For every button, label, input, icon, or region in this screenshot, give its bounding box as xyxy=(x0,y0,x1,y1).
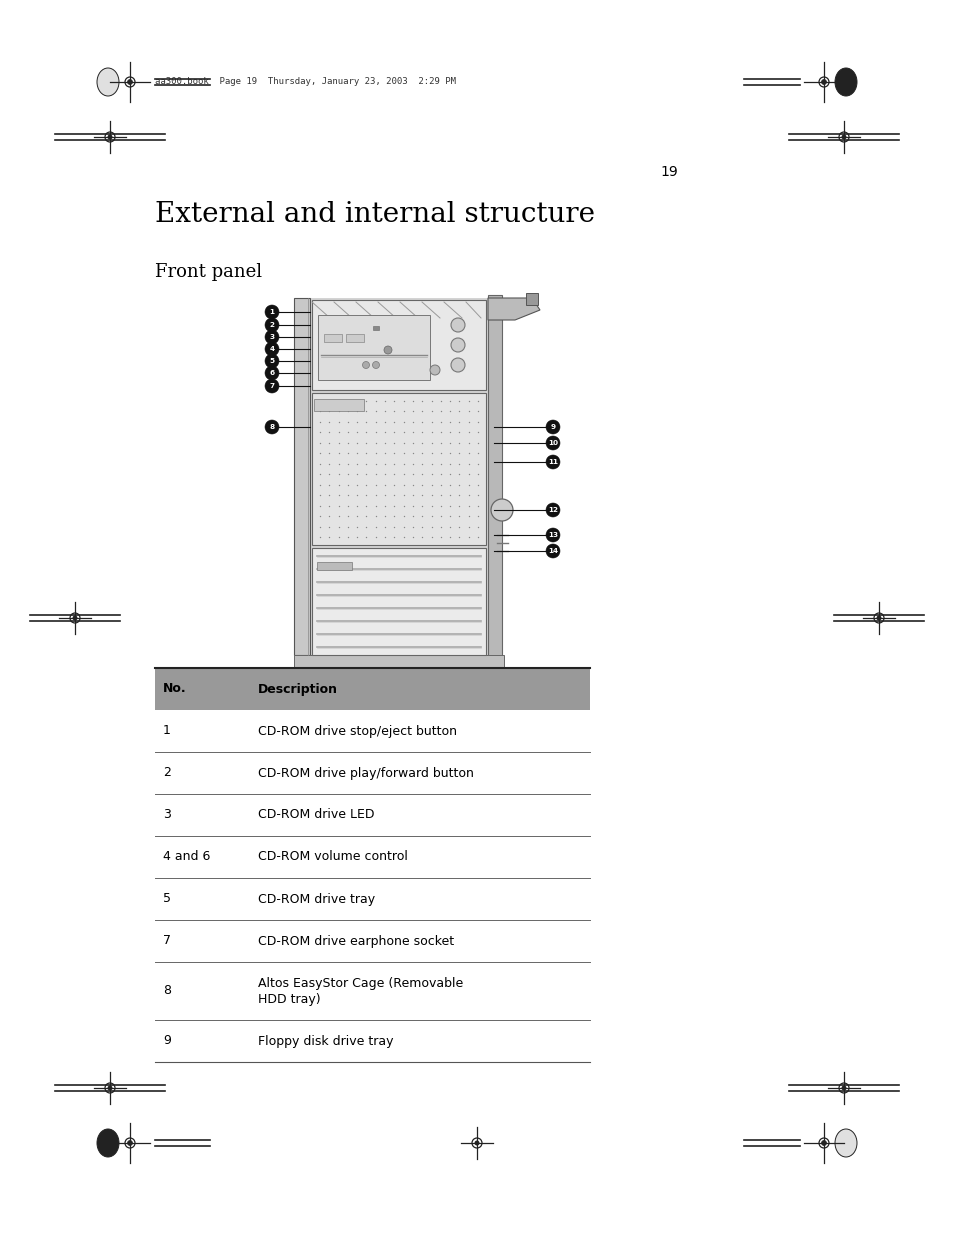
Bar xyxy=(312,300,485,390)
Text: 19: 19 xyxy=(659,165,677,179)
Circle shape xyxy=(128,79,132,84)
Text: 1: 1 xyxy=(269,309,274,315)
Text: 7: 7 xyxy=(269,383,274,389)
Ellipse shape xyxy=(97,68,119,96)
Text: Floppy disk drive tray: Floppy disk drive tray xyxy=(257,1035,393,1047)
Circle shape xyxy=(265,330,278,345)
Ellipse shape xyxy=(834,1129,856,1157)
Circle shape xyxy=(265,342,278,356)
Text: 10: 10 xyxy=(547,440,558,446)
Circle shape xyxy=(451,358,464,372)
Bar xyxy=(308,298,490,655)
Circle shape xyxy=(128,1140,132,1146)
Text: Front panel: Front panel xyxy=(154,263,262,282)
Bar xyxy=(525,293,537,305)
Bar xyxy=(314,399,364,411)
Circle shape xyxy=(265,305,278,319)
Text: External and internal structure: External and internal structure xyxy=(154,201,595,228)
Text: 9: 9 xyxy=(163,1035,171,1047)
Circle shape xyxy=(451,317,464,332)
Text: CD-ROM drive LED: CD-ROM drive LED xyxy=(257,809,375,821)
Bar xyxy=(317,315,430,380)
Text: 3: 3 xyxy=(269,333,274,340)
Text: 4: 4 xyxy=(269,346,274,352)
Text: Description: Description xyxy=(257,683,337,695)
Text: aa300.book  Page 19  Thursday, January 23, 2003  2:29 PM: aa300.book Page 19 Thursday, January 23,… xyxy=(154,78,456,86)
Circle shape xyxy=(362,362,369,368)
Text: 4 and 6: 4 and 6 xyxy=(163,851,211,863)
Circle shape xyxy=(545,529,559,542)
Text: 5: 5 xyxy=(269,358,274,364)
Bar xyxy=(346,333,364,342)
Circle shape xyxy=(384,346,392,354)
Circle shape xyxy=(876,615,881,620)
Circle shape xyxy=(545,543,559,558)
Circle shape xyxy=(474,1140,479,1146)
Text: 2: 2 xyxy=(163,767,171,779)
Circle shape xyxy=(545,454,559,469)
Circle shape xyxy=(841,135,845,140)
Text: 14: 14 xyxy=(547,548,558,555)
Circle shape xyxy=(108,1086,112,1091)
Text: 5: 5 xyxy=(163,893,171,905)
Circle shape xyxy=(545,503,559,517)
Bar xyxy=(373,326,378,330)
Text: CD-ROM drive tray: CD-ROM drive tray xyxy=(257,893,375,905)
Bar xyxy=(294,655,503,668)
Bar xyxy=(294,298,310,655)
Text: 3: 3 xyxy=(163,809,171,821)
Text: HDD tray): HDD tray) xyxy=(257,993,320,1005)
Text: 12: 12 xyxy=(547,508,558,513)
Text: 13: 13 xyxy=(547,532,558,538)
Circle shape xyxy=(265,420,278,433)
Circle shape xyxy=(265,317,278,332)
Text: 2: 2 xyxy=(269,322,274,329)
Circle shape xyxy=(841,1086,845,1091)
Circle shape xyxy=(821,79,825,84)
Text: 9: 9 xyxy=(550,424,555,430)
Text: 11: 11 xyxy=(547,459,558,466)
Circle shape xyxy=(545,420,559,433)
Circle shape xyxy=(72,615,77,620)
Circle shape xyxy=(265,354,278,368)
Bar xyxy=(324,333,341,342)
Bar xyxy=(316,562,352,571)
Text: 7: 7 xyxy=(163,935,171,947)
Ellipse shape xyxy=(97,1129,119,1157)
Text: 8: 8 xyxy=(163,984,171,998)
Circle shape xyxy=(265,366,278,380)
Circle shape xyxy=(430,366,439,375)
Text: 6: 6 xyxy=(269,370,274,375)
Text: No.: No. xyxy=(163,683,187,695)
Circle shape xyxy=(451,338,464,352)
Circle shape xyxy=(372,362,379,368)
Circle shape xyxy=(821,1140,825,1146)
Text: 8: 8 xyxy=(269,424,274,430)
Circle shape xyxy=(545,436,559,450)
Text: 1: 1 xyxy=(163,725,171,737)
Bar xyxy=(312,548,485,655)
Bar xyxy=(488,295,501,659)
Text: CD-ROM drive play/forward button: CD-ROM drive play/forward button xyxy=(257,767,474,779)
Text: CD-ROM drive earphone socket: CD-ROM drive earphone socket xyxy=(257,935,454,947)
Bar xyxy=(154,668,589,710)
Circle shape xyxy=(491,499,513,521)
Ellipse shape xyxy=(834,68,856,96)
Bar xyxy=(312,393,485,545)
Text: CD-ROM drive stop/eject button: CD-ROM drive stop/eject button xyxy=(257,725,456,737)
Text: Altos EasyStor Cage (Removable: Altos EasyStor Cage (Removable xyxy=(257,977,463,989)
Circle shape xyxy=(108,135,112,140)
Polygon shape xyxy=(488,298,539,320)
Circle shape xyxy=(265,379,278,393)
Text: CD-ROM volume control: CD-ROM volume control xyxy=(257,851,408,863)
